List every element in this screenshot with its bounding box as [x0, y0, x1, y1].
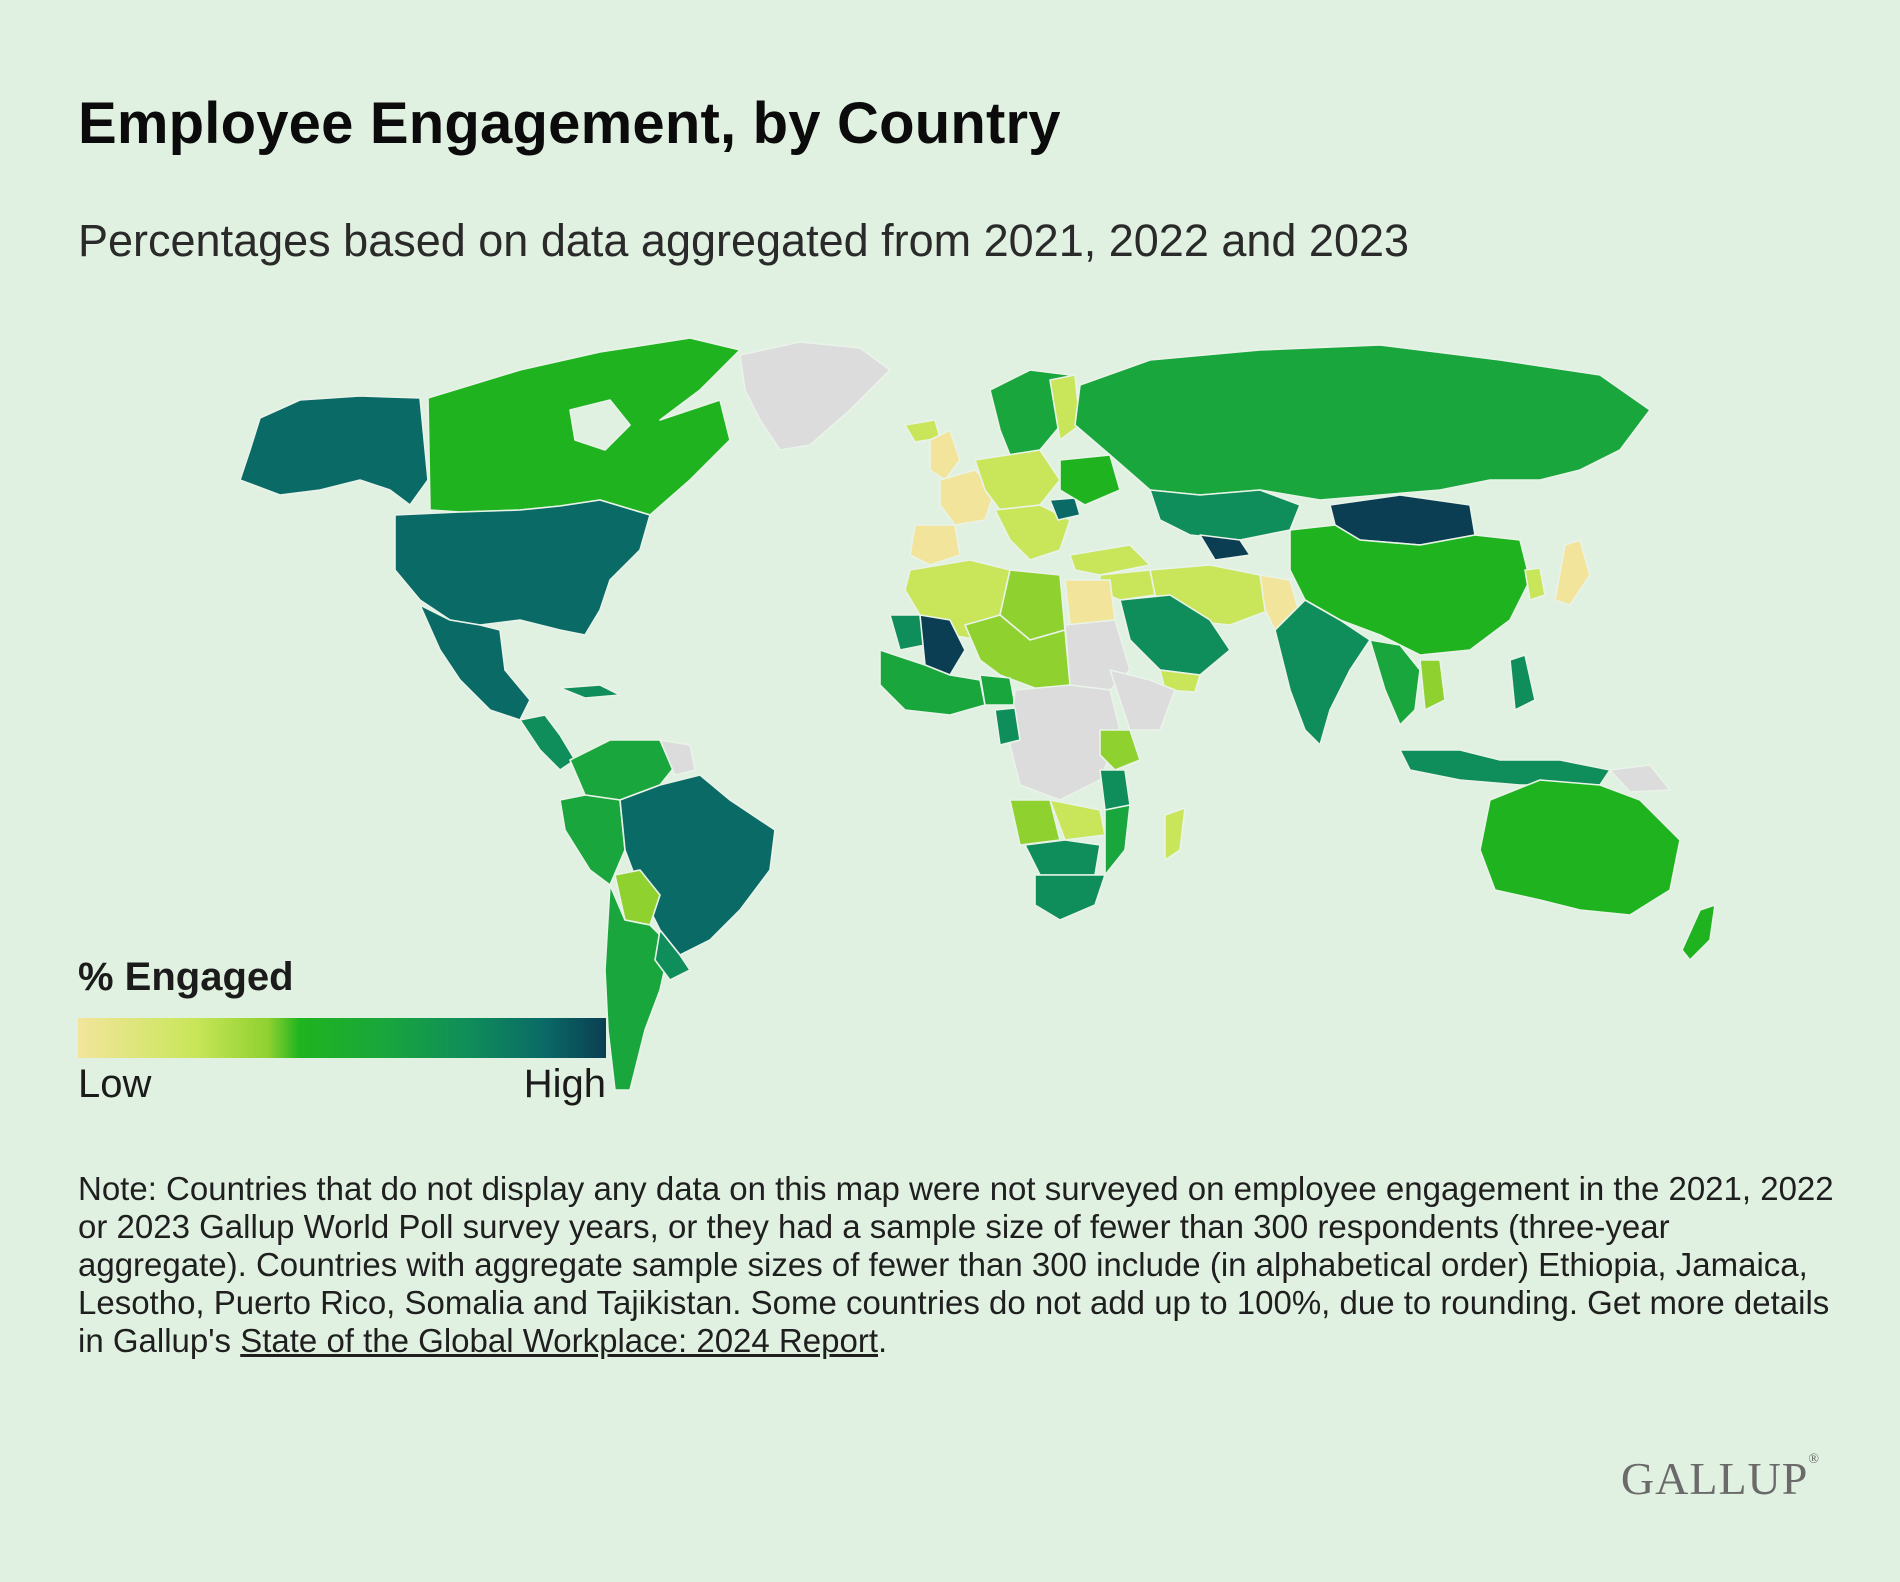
- report-link[interactable]: State of the Global Workplace: 2024 Repo…: [240, 1322, 878, 1359]
- gallup-logo: GALLUP®: [1621, 1452, 1820, 1505]
- country-mozambique[interactable]: [1104, 804, 1131, 876]
- country-ukraine-belarus[interactable]: [1059, 454, 1121, 506]
- logo-registered-mark: ®: [1808, 1452, 1820, 1467]
- country-guyana-region[interactable]: [659, 739, 696, 776]
- country-philippines[interactable]: [1509, 654, 1536, 711]
- country-madagascar[interactable]: [1164, 807, 1186, 861]
- country-horn-of-africa[interactable]: [1109, 669, 1176, 731]
- country-united-states[interactable]: [394, 499, 651, 636]
- legend: % Engaged Low High: [78, 955, 606, 1107]
- country-india[interactable]: [1274, 599, 1371, 746]
- country-papua-new-guinea[interactable]: [1609, 764, 1671, 793]
- country-myanmar-thailand[interactable]: [1369, 639, 1421, 726]
- country-turkey[interactable]: [1069, 544, 1151, 576]
- page-title: Employee Engagement, by Country: [78, 91, 1061, 156]
- country-australia[interactable]: [1479, 779, 1681, 916]
- country-tanzania[interactable]: [1099, 769, 1131, 811]
- country-iberia[interactable]: [909, 524, 961, 566]
- country-nigeria[interactable]: [979, 674, 1016, 706]
- country-scandinavia[interactable]: [989, 369, 1071, 456]
- country-uk-ireland[interactable]: [929, 429, 961, 481]
- country-italy-balkans[interactable]: [994, 504, 1071, 561]
- country-saudi-arabia[interactable]: [1119, 594, 1231, 676]
- country-greenland[interactable]: [739, 341, 891, 451]
- country-egypt[interactable]: [1064, 579, 1116, 626]
- country-central-america[interactable]: [519, 714, 576, 771]
- country-indonesia[interactable]: [1399, 749, 1611, 786]
- country-romania[interactable]: [1049, 497, 1081, 521]
- country-argentina-chile[interactable]: [604, 884, 671, 1091]
- country-cameroon[interactable]: [994, 707, 1021, 746]
- country-vietnam[interactable]: [1419, 659, 1446, 711]
- legend-low-label: Low: [78, 1062, 152, 1106]
- country-mali[interactable]: [919, 614, 966, 676]
- page-subtitle: Percentages based on data aggregated fro…: [78, 215, 1410, 266]
- legend-labels: Low High: [78, 1062, 606, 1107]
- world-choropleth-map: [239, 337, 1716, 1091]
- country-kazakhstan[interactable]: [1149, 489, 1301, 541]
- country-korea[interactable]: [1524, 567, 1546, 601]
- country-kenya-uganda[interactable]: [1099, 729, 1141, 771]
- country-alaska[interactable]: [239, 395, 429, 506]
- logo-text: GALLUP: [1620, 1453, 1809, 1504]
- legend-color-scale: [78, 1018, 606, 1058]
- country-bolivia[interactable]: [614, 869, 661, 926]
- hudson-bay: [569, 399, 631, 451]
- country-france[interactable]: [939, 469, 996, 526]
- footnote: Note: Countries that do not display any …: [78, 1170, 1838, 1360]
- country-central-africa[interactable]: [1009, 684, 1121, 801]
- country-yemen[interactable]: [1159, 669, 1201, 693]
- country-uruguay-paraguay[interactable]: [654, 929, 691, 981]
- footnote-text: Note: Countries that do not display any …: [78, 1170, 1834, 1359]
- country-new-zealand[interactable]: [1681, 904, 1716, 961]
- country-south-africa[interactable]: [1034, 874, 1106, 921]
- country-russia[interactable]: [1074, 344, 1651, 501]
- country-mexico[interactable]: [419, 604, 531, 721]
- legend-title: % Engaged: [78, 955, 294, 999]
- legend-high-label: High: [523, 1062, 606, 1106]
- country-peru-ecuador[interactable]: [559, 794, 626, 886]
- country-namibia-botswana[interactable]: [1024, 839, 1101, 876]
- footnote-end: .: [877, 1322, 888, 1359]
- country-uzbekistan-region[interactable]: [1199, 534, 1251, 561]
- country-cuba[interactable]: [559, 684, 621, 699]
- country-japan[interactable]: [1554, 539, 1591, 606]
